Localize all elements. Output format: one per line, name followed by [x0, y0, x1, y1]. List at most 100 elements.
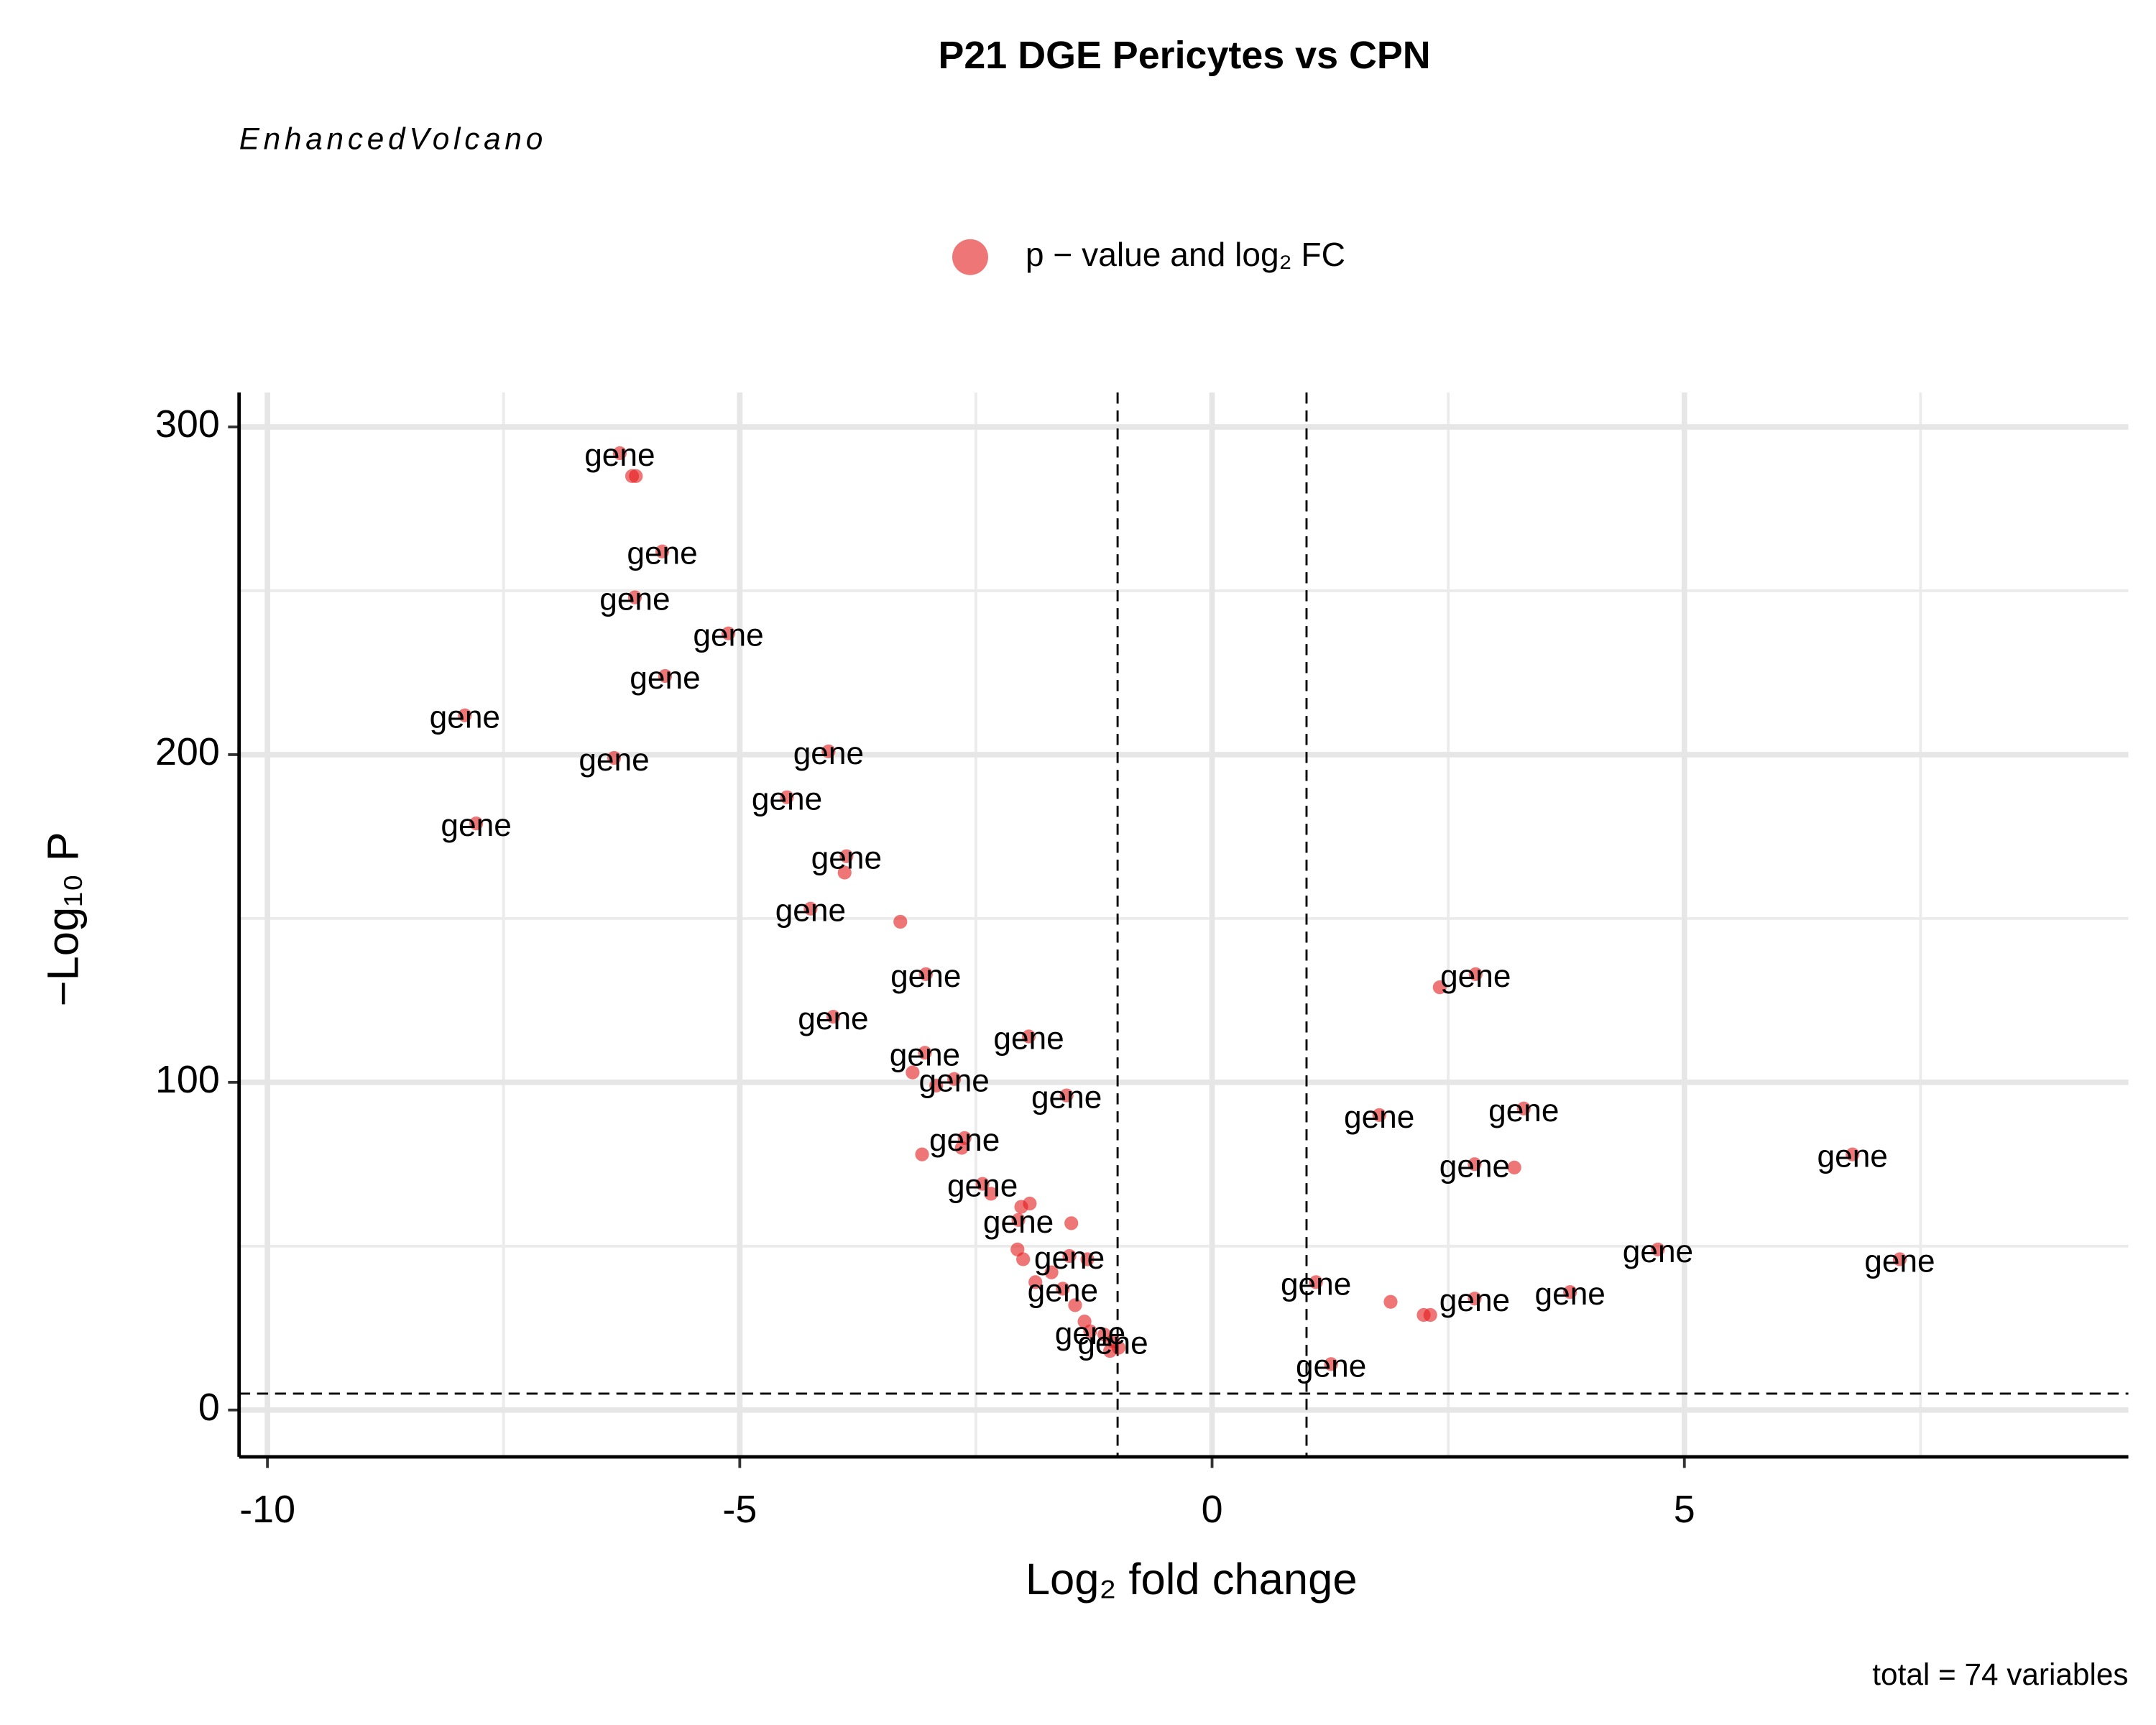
point	[612, 446, 627, 461]
point	[1044, 1265, 1059, 1279]
point	[984, 1187, 998, 1201]
point-label: gene	[1077, 1325, 1148, 1361]
point	[1080, 1252, 1095, 1266]
point-label: gene	[693, 618, 763, 653]
point	[1016, 1252, 1031, 1266]
point	[658, 668, 673, 684]
x-tick-label: -5	[722, 1488, 757, 1531]
point-label: gene	[1440, 959, 1511, 994]
point	[1383, 1294, 1398, 1309]
point-label: gene	[811, 841, 882, 876]
point	[821, 744, 836, 758]
point-label: gene	[890, 959, 961, 994]
point	[1468, 1157, 1482, 1172]
point	[627, 590, 642, 604]
point	[1372, 1108, 1386, 1123]
x-axis-title: Log₂ fold change	[1026, 1555, 1358, 1604]
chart-subtitle: EnhancedVolcano	[239, 121, 547, 155]
legend-swatch	[952, 239, 988, 275]
point	[947, 1072, 962, 1086]
point-label: gene	[584, 438, 655, 473]
point	[1068, 1298, 1082, 1312]
point	[1563, 1284, 1577, 1300]
point	[721, 626, 736, 640]
point	[1028, 1275, 1043, 1289]
point	[1892, 1252, 1907, 1266]
point-label: gene	[993, 1021, 1064, 1056]
point	[629, 469, 643, 484]
point-label: gene	[430, 700, 500, 735]
point-label: gene	[775, 893, 846, 929]
point	[1059, 1088, 1074, 1103]
point	[1468, 967, 1483, 981]
point	[1324, 1357, 1338, 1371]
y-axis-title: −Log₁₀ P	[39, 832, 88, 1006]
y-tick-label: 0	[198, 1386, 220, 1429]
point-label: gene	[1055, 1316, 1125, 1351]
point	[780, 790, 794, 804]
point	[915, 1147, 929, 1162]
point	[1651, 1242, 1665, 1256]
point-label: gene	[627, 536, 697, 571]
point	[1516, 1101, 1531, 1116]
point	[1423, 1307, 1437, 1322]
point	[826, 1010, 841, 1024]
point	[1064, 1216, 1079, 1230]
chart-title: P21 DGE Pericytes vs CPN	[938, 34, 1430, 77]
point-label: gene	[1439, 1283, 1510, 1318]
point	[458, 708, 472, 722]
point-label: gene	[947, 1169, 1018, 1204]
point-label: gene	[630, 661, 700, 696]
legend-label: p − value and log₂ FC	[1026, 236, 1345, 273]
x-tick-label: 0	[1202, 1488, 1223, 1531]
point-label: gene	[579, 742, 649, 778]
point	[839, 849, 854, 863]
point-label: gene	[1034, 1241, 1105, 1276]
point	[607, 750, 622, 765]
point-label: gene	[798, 1001, 868, 1036]
point-label: gene	[1864, 1243, 1935, 1279]
point	[1468, 1292, 1482, 1306]
point-label: gene	[793, 736, 864, 771]
point	[954, 1141, 969, 1155]
y-tick-label: 300	[155, 402, 220, 446]
point	[1432, 980, 1447, 995]
point	[1023, 1196, 1037, 1211]
point	[469, 816, 484, 831]
point	[906, 1065, 920, 1080]
point-label: gene	[1031, 1080, 1102, 1116]
point-label: gene	[599, 582, 670, 617]
point-label: gene	[441, 808, 511, 843]
point	[975, 1177, 990, 1191]
y-tick-label: 200	[155, 730, 220, 773]
point	[1102, 1344, 1118, 1358]
point-label: gene	[1028, 1274, 1098, 1309]
point-label: gene	[752, 782, 822, 817]
point	[1507, 1160, 1521, 1174]
point-label: gene	[1281, 1266, 1351, 1302]
point	[893, 914, 908, 929]
point-label: gene	[1818, 1139, 1888, 1174]
point-label: gene	[929, 1123, 1000, 1158]
point-label: gene	[983, 1205, 1054, 1240]
point-label: gene	[1535, 1276, 1606, 1312]
x-tick-label: -10	[239, 1488, 295, 1531]
x-tick-label: 5	[1674, 1488, 1695, 1531]
point	[1021, 1029, 1036, 1044]
point	[1011, 1213, 1026, 1227]
point	[918, 967, 933, 981]
point-label: gene	[890, 1037, 960, 1072]
point-label: gene	[1488, 1093, 1559, 1128]
point	[1083, 1324, 1097, 1338]
point-label: gene	[1623, 1234, 1693, 1269]
point-label: gene	[919, 1064, 990, 1099]
point-label: gene	[1296, 1348, 1366, 1384]
point	[1056, 1282, 1070, 1296]
point	[803, 901, 818, 916]
point	[1309, 1275, 1323, 1289]
point	[1062, 1248, 1077, 1264]
point	[1846, 1147, 1860, 1162]
y-tick-label: 100	[155, 1058, 220, 1101]
point-label: gene	[1439, 1149, 1510, 1184]
